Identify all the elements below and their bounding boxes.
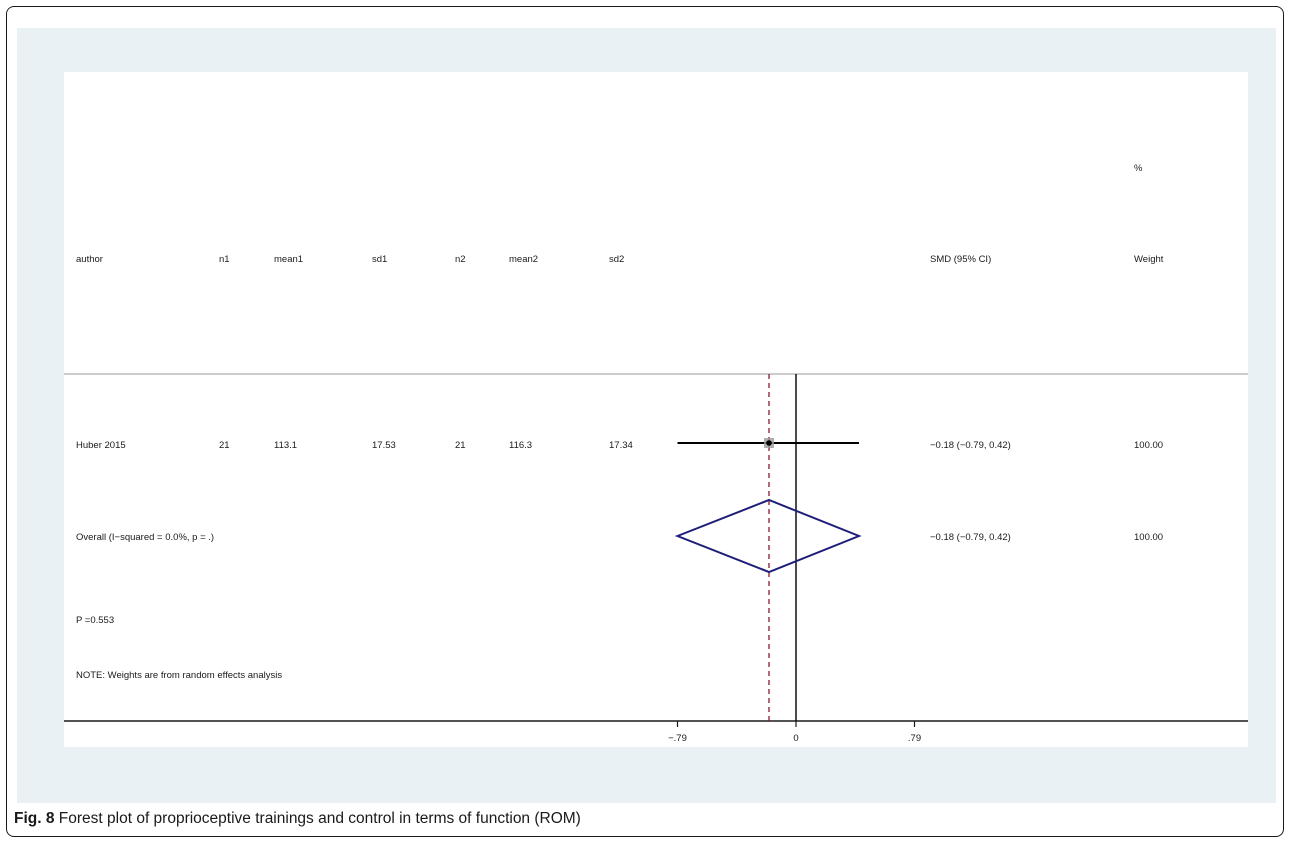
header-effect: SMD (95% CI): [930, 254, 991, 265]
study-mean2: 116.3: [509, 440, 532, 451]
study-sd2: 17.34: [609, 440, 633, 451]
note-text: NOTE: Weights are from random effects an…: [76, 670, 282, 681]
p-value-text: P =0.553: [76, 615, 114, 626]
header-mean2: mean2: [509, 254, 538, 265]
plot-area: [64, 72, 1248, 747]
overall-label: Overall (I−squared = 0.0%, p = .): [76, 532, 214, 543]
header-n2: n2: [455, 254, 466, 265]
header-sd2: sd2: [609, 254, 624, 265]
overall-weight: 100.00: [1134, 532, 1163, 543]
header-mean1: mean1: [274, 254, 303, 265]
header-weight-pct: %: [1134, 163, 1143, 174]
caption-fig-label: Fig. 8: [14, 810, 55, 827]
study-weight: 100.00: [1134, 440, 1163, 451]
study-n1: 21: [219, 440, 230, 451]
header-author: author: [76, 254, 103, 265]
header-n1: n1: [219, 254, 230, 265]
header-sd1: sd1: [372, 254, 387, 265]
overall-ci-text: −0.18 (−0.79, 0.42): [930, 532, 1011, 543]
x-tick-label: −.79: [668, 733, 687, 744]
study-n2: 21: [455, 440, 466, 451]
caption-text: Forest plot of proprioceptive trainings …: [54, 810, 581, 827]
overall-diamond: [674, 498, 862, 574]
study-author: Huber 2015: [76, 440, 126, 451]
study-sd1: 17.53: [372, 440, 396, 451]
study-point: [766, 440, 772, 446]
x-tick-label: 0: [793, 733, 798, 744]
study-mean1: 113.1: [274, 440, 297, 451]
figure-caption: Fig. 8 Forest plot of proprioceptive tra…: [14, 810, 581, 828]
header-weight: Weight: [1134, 254, 1164, 265]
study-ci-text: −0.18 (−0.79, 0.42): [930, 440, 1011, 451]
x-tick-label: .79: [908, 733, 921, 744]
